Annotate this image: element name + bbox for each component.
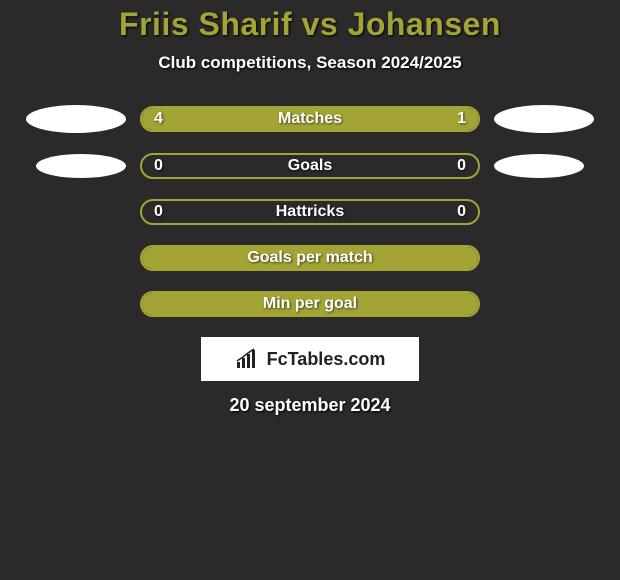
stat-row-goals-per-match: Goals per match	[0, 245, 620, 271]
stat-label: Matches	[142, 110, 478, 128]
stat-bar-goals-per-match: Goals per match	[140, 245, 480, 271]
bar-chart-icon	[235, 348, 261, 370]
stat-value-right: 0	[457, 157, 466, 175]
stat-row-hattricks: 0 Hattricks 0	[0, 199, 620, 225]
stat-bar-min-per-goal: Min per goal	[140, 291, 480, 317]
stat-value-right: 0	[457, 203, 466, 221]
stat-label: Min per goal	[142, 295, 478, 313]
date-label: 20 september 2024	[0, 395, 620, 416]
logo-text: FcTables.com	[267, 349, 386, 370]
stat-label: Goals	[142, 157, 478, 175]
comparison-card: Friis Sharif vs Johansen Club competitio…	[0, 0, 620, 416]
stat-label: Goals per match	[142, 249, 478, 267]
stat-row-min-per-goal: Min per goal	[0, 291, 620, 317]
source-logo[interactable]: FcTables.com	[201, 337, 419, 381]
player-right-marker	[494, 105, 594, 133]
page-title: Friis Sharif vs Johansen	[0, 6, 620, 43]
stat-bar-hattricks: 0 Hattricks 0	[140, 199, 480, 225]
stat-row-matches: 4 Matches 1	[0, 105, 620, 133]
subtitle: Club competitions, Season 2024/2025	[0, 53, 620, 73]
stat-label: Hattricks	[142, 203, 478, 221]
stat-bar-matches: 4 Matches 1	[140, 106, 480, 132]
player-right-marker	[494, 154, 584, 178]
stat-value-right: 1	[457, 110, 466, 128]
stat-bar-goals: 0 Goals 0	[140, 153, 480, 179]
stat-row-goals: 0 Goals 0	[0, 153, 620, 179]
player-left-marker	[26, 105, 126, 133]
player-left-marker	[36, 154, 126, 178]
